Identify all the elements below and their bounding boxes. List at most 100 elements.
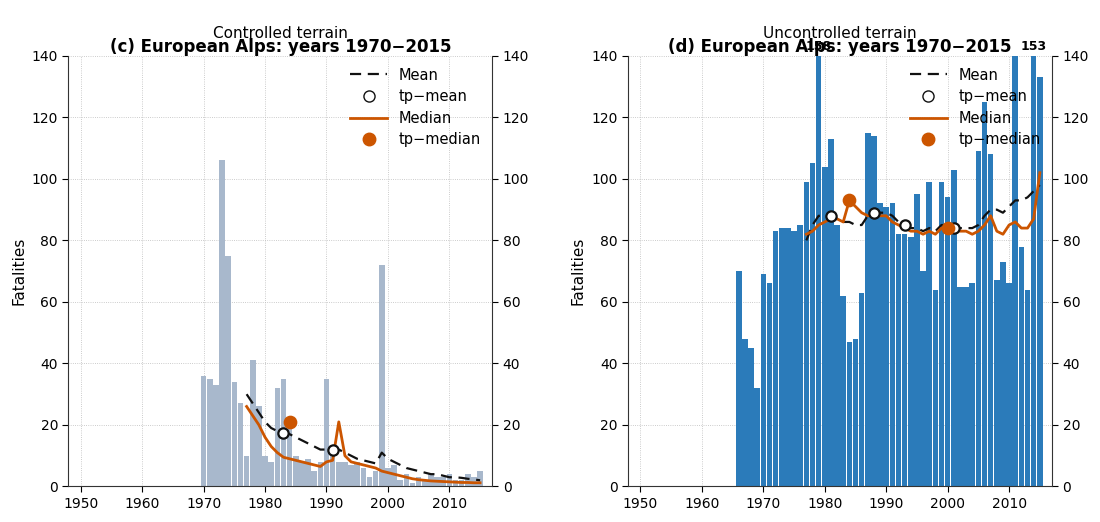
Title: (d) European Alps: years 1970−2015: (d) European Alps: years 1970−2015 <box>669 38 1012 56</box>
Bar <box>865 133 870 487</box>
Bar <box>982 102 988 487</box>
Bar <box>379 265 385 487</box>
Bar <box>890 204 895 487</box>
Bar <box>810 163 815 487</box>
Point <box>840 196 858 205</box>
Point <box>280 418 298 426</box>
Bar <box>280 379 286 487</box>
Bar <box>477 471 483 487</box>
Bar <box>440 477 446 487</box>
Point <box>865 208 882 217</box>
Bar <box>834 225 839 487</box>
Bar <box>293 456 298 487</box>
Text: Controlled terrain: Controlled terrain <box>213 26 348 41</box>
Bar <box>447 474 452 487</box>
Bar <box>409 483 416 487</box>
Bar <box>275 388 280 487</box>
Bar <box>428 474 433 487</box>
Bar <box>822 167 827 487</box>
Bar <box>957 287 962 487</box>
Bar <box>404 474 409 487</box>
Bar <box>748 348 754 487</box>
Bar <box>336 462 341 487</box>
Bar <box>385 468 390 487</box>
Bar <box>883 207 889 487</box>
Bar <box>250 360 255 487</box>
Y-axis label: Fatalities: Fatalities <box>571 237 586 305</box>
Bar <box>232 382 238 487</box>
Bar <box>779 228 784 487</box>
Bar <box>1019 246 1024 487</box>
Bar <box>921 271 926 487</box>
Bar <box>773 231 779 487</box>
Bar <box>392 465 397 487</box>
Bar <box>422 480 428 487</box>
Bar <box>471 477 476 487</box>
Bar <box>767 283 772 487</box>
Bar <box>416 477 421 487</box>
Bar <box>895 234 901 487</box>
Bar <box>1037 77 1043 487</box>
Bar <box>908 238 914 487</box>
Bar <box>742 339 748 487</box>
Bar <box>366 477 372 487</box>
Bar <box>256 407 262 487</box>
Bar <box>1012 56 1018 487</box>
Bar <box>342 462 348 487</box>
Bar <box>299 462 305 487</box>
Bar <box>330 456 336 487</box>
Bar <box>354 462 360 487</box>
Point <box>895 221 913 229</box>
Point <box>945 224 962 232</box>
Text: Uncontrolled terrain: Uncontrolled terrain <box>763 26 917 41</box>
Bar <box>1025 290 1031 487</box>
Bar <box>988 155 993 487</box>
Bar <box>1031 16 1036 487</box>
Title: (c) European Alps: years 1970−2015: (c) European Alps: years 1970−2015 <box>110 38 451 56</box>
Bar <box>349 465 354 487</box>
Point <box>822 211 839 220</box>
Bar <box>791 231 796 487</box>
Bar <box>201 376 207 487</box>
Bar <box>969 283 975 487</box>
Bar <box>318 462 323 487</box>
Point <box>275 429 293 437</box>
Bar <box>219 160 224 487</box>
Legend: Mean, tp−mean, Median, tp−median: Mean, tp−mean, Median, tp−median <box>905 63 1045 151</box>
Bar <box>323 379 329 487</box>
Bar <box>373 471 378 487</box>
Bar <box>1000 262 1005 487</box>
Bar <box>804 182 810 487</box>
Bar <box>238 404 243 487</box>
Bar <box>952 170 957 487</box>
Bar <box>852 339 858 487</box>
Bar <box>213 385 219 487</box>
Bar <box>361 468 366 487</box>
Bar <box>453 480 459 487</box>
Bar <box>994 280 1000 487</box>
Bar <box>847 342 852 487</box>
Bar <box>1006 283 1012 487</box>
Bar <box>306 459 311 487</box>
Bar <box>798 225 803 487</box>
Bar <box>976 151 981 487</box>
Bar <box>207 379 212 487</box>
Bar <box>311 471 317 487</box>
Bar <box>816 1 822 487</box>
Bar <box>938 182 944 487</box>
Bar <box>828 139 834 487</box>
Legend: Mean, tp−mean, Median, tp−median: Mean, tp−mean, Median, tp−median <box>346 63 485 151</box>
Bar <box>287 425 293 487</box>
Bar <box>397 480 403 487</box>
Bar <box>244 456 250 487</box>
Bar <box>755 388 760 487</box>
Bar <box>459 480 464 487</box>
Point <box>323 445 341 454</box>
Bar <box>914 194 920 487</box>
Text: 158: 158 <box>805 40 832 53</box>
Bar <box>878 204 883 487</box>
Bar <box>465 474 471 487</box>
Bar <box>268 462 274 487</box>
Y-axis label: Fatalities: Fatalities <box>11 237 26 305</box>
Bar <box>785 228 791 487</box>
